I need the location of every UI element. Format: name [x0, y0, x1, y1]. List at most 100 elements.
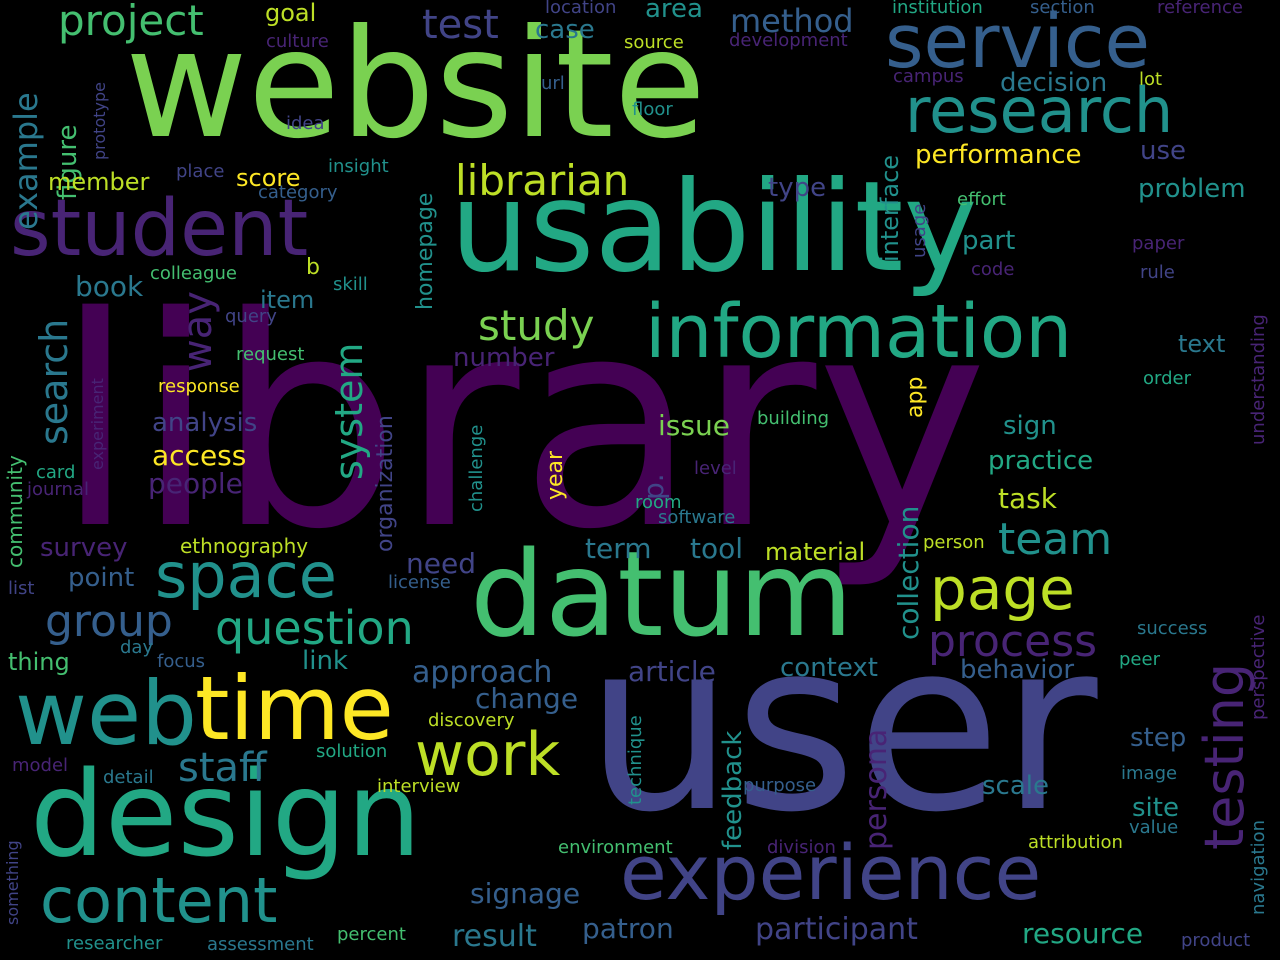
word-list: list	[8, 578, 35, 599]
word-user: user	[585, 591, 1098, 864]
word-researcher: researcher	[66, 933, 163, 954]
word-card: card	[36, 462, 76, 483]
word-challenge: challenge	[466, 424, 487, 512]
word-interface: interface	[876, 154, 904, 262]
word-resource: resource	[1022, 917, 1144, 950]
word-floor: floor	[632, 99, 673, 120]
word-request: request	[236, 344, 305, 365]
word-development: development	[729, 30, 848, 51]
word-approach: approach	[412, 655, 553, 690]
word-app: app	[903, 376, 928, 418]
word-signage: signage	[470, 877, 581, 910]
word-process: process	[928, 616, 1098, 667]
word-web: web	[15, 662, 197, 765]
word-assessment: assessment	[207, 934, 314, 955]
word-decision: decision	[1000, 68, 1108, 98]
word-tool: tool	[690, 532, 744, 565]
word-access: access	[152, 439, 247, 472]
word-division: division	[767, 837, 836, 858]
word-perspective: perspective	[1248, 614, 1269, 720]
word-product: product	[1181, 930, 1251, 951]
word-technique: technique	[625, 715, 646, 805]
word-analysis: analysis	[152, 408, 258, 438]
word-code: code	[971, 259, 1015, 280]
word-project: project	[58, 0, 204, 45]
word-need: need	[406, 547, 476, 580]
word-material: material	[765, 538, 866, 566]
word-page: page	[930, 555, 1075, 623]
word-number: number	[453, 343, 555, 373]
word-person: person	[923, 532, 985, 553]
word-persona: persona	[859, 728, 894, 850]
word-category: category	[258, 182, 338, 203]
word-search: search	[32, 318, 76, 445]
word-homepage: homepage	[413, 192, 438, 310]
word-item: item	[260, 286, 315, 314]
word-question: question	[215, 601, 414, 655]
word-url: url	[541, 73, 565, 94]
word-point: point	[68, 563, 135, 593]
word-something: something	[3, 840, 22, 925]
word-insight: insight	[328, 156, 389, 177]
word-case: case	[535, 15, 595, 45]
word-study: study	[478, 301, 595, 350]
word-goal: goal	[265, 0, 317, 27]
word-room: room	[635, 492, 682, 513]
word-performance: performance	[915, 140, 1082, 170]
word-value: value	[1129, 817, 1179, 838]
word-b: b	[306, 255, 320, 280]
word-group: group	[45, 596, 173, 647]
word-focus: focus	[157, 651, 206, 672]
word-sign: sign	[1003, 411, 1057, 441]
word-content: content	[40, 864, 278, 937]
word-use: use	[1140, 136, 1187, 166]
word-survey: survey	[40, 533, 128, 563]
word-patron: patron	[582, 912, 674, 945]
word-design: design	[30, 745, 422, 883]
word-place: place	[176, 161, 225, 182]
word-location: location	[545, 0, 617, 18]
word-navigation: navigation	[1248, 819, 1269, 915]
word-participant: participant	[755, 912, 918, 947]
word-culture: culture	[266, 31, 329, 52]
word-software: software	[658, 507, 736, 528]
word-lot: lot	[1139, 69, 1163, 90]
word-collection: collection	[892, 505, 925, 640]
word-model: model	[12, 755, 69, 776]
word-prototype: prototype	[90, 82, 109, 160]
word-journal: journal	[27, 479, 89, 500]
word-student: student	[10, 184, 309, 274]
word-ethnography: ethnography	[180, 534, 309, 558]
word-solution: solution	[316, 741, 388, 762]
word-experience: experience	[620, 828, 1042, 917]
word-book: book	[75, 270, 144, 303]
word-problem: problem	[1138, 174, 1246, 204]
word-detail: detail	[103, 767, 154, 788]
word-reference: reference	[1157, 0, 1243, 18]
word-license: license	[388, 572, 451, 593]
word-practice: practice	[988, 446, 1094, 476]
word-image: image	[1121, 763, 1178, 784]
word-area: area	[645, 0, 703, 24]
word-understanding: understanding	[1248, 314, 1269, 445]
word-team: team	[998, 514, 1113, 565]
word-text: text	[1178, 330, 1226, 358]
word-response: response	[158, 376, 240, 397]
word-system: system	[327, 342, 371, 480]
word-purpose: purpose	[743, 775, 817, 796]
word-peer: peer	[1119, 649, 1160, 670]
word-attribution: attribution	[1028, 832, 1123, 853]
word-environment: environment	[558, 837, 673, 858]
word-research: research	[905, 74, 1174, 147]
word-score: score	[236, 164, 301, 192]
word-work: work	[415, 720, 561, 790]
word-part: part	[962, 226, 1016, 256]
word-scale: scale	[982, 771, 1049, 801]
word-librarian: librarian	[455, 156, 630, 205]
word-percent: percent	[337, 924, 406, 945]
word-thing: thing	[8, 648, 70, 676]
word-way: way	[175, 291, 221, 372]
word-service: service	[885, 0, 1151, 85]
word-institution: institution	[892, 0, 983, 18]
